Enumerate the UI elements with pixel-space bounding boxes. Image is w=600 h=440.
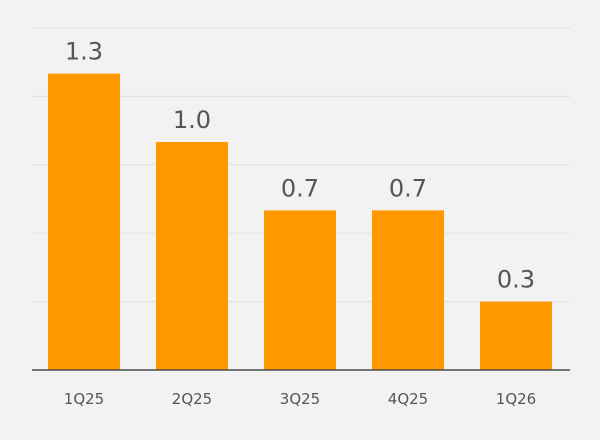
- x-tick-label-1q25: 1Q25: [64, 390, 104, 408]
- bar-4q25: [372, 210, 444, 370]
- x-tick-label-2q25: 2Q25: [172, 390, 212, 408]
- bar-2q25: [156, 142, 228, 370]
- value-label-3q25: 0.7: [281, 174, 319, 202]
- x-tick-label-1q26: 1Q26: [496, 390, 536, 408]
- value-label-2q25: 1.0: [173, 106, 211, 134]
- bar-1q25: [48, 74, 120, 370]
- bars: [48, 74, 552, 370]
- x-tick-label-3q25: 3Q25: [280, 390, 320, 408]
- value-label-1q25: 1.3: [65, 38, 103, 66]
- x-tick-label-4q25: 4Q25: [388, 390, 428, 408]
- value-label-4q25: 0.7: [389, 174, 427, 202]
- bar-1q26: [480, 302, 552, 370]
- value-label-1q26: 0.3: [497, 266, 535, 294]
- x-axis-tick-labels: 1Q25 2Q25 3Q25 4Q25 1Q26: [64, 390, 536, 408]
- bar-3q25: [264, 210, 336, 370]
